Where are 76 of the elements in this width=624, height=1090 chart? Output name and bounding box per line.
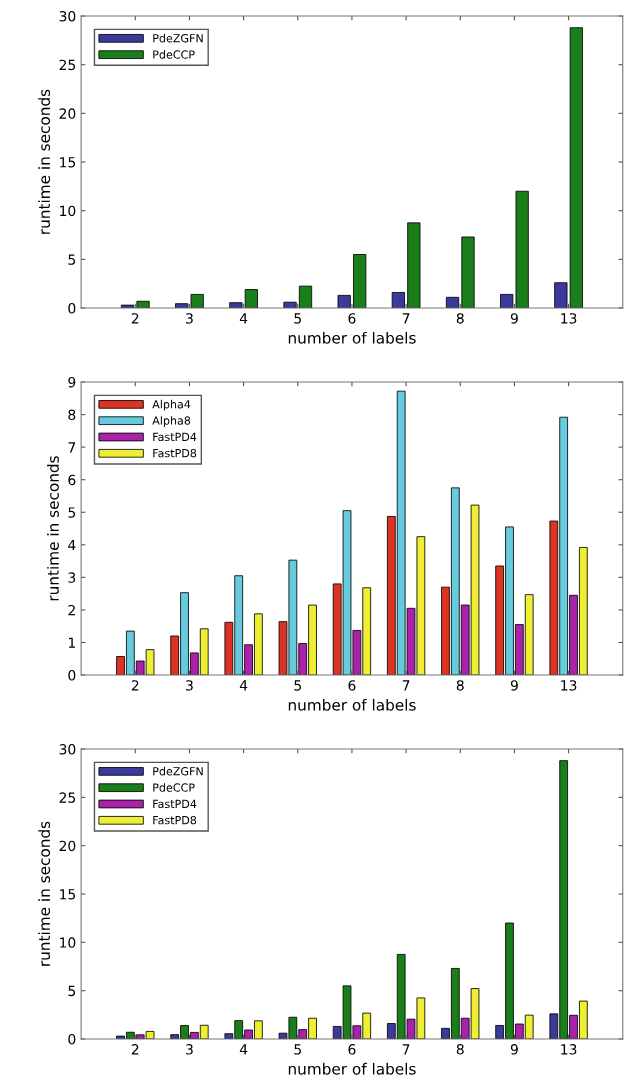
- x-axis-title: number of labels: [288, 1062, 416, 1075]
- x-tick-label: 6: [348, 680, 356, 691]
- y-tick-label: 30: [59, 744, 76, 755]
- bar: [120, 304, 135, 309]
- x-axis-title: number of labels: [288, 698, 416, 711]
- legend-label: PdeCCP: [153, 783, 195, 792]
- y-tick-label: 2: [68, 604, 75, 616]
- x-tick-label: 4: [239, 680, 248, 691]
- y-tick-label: 1: [68, 637, 75, 648]
- x-tick-label: 5: [294, 313, 301, 324]
- x-tick-label: 9: [510, 680, 518, 691]
- x-tick-label: 9: [510, 1044, 518, 1055]
- bar: [353, 254, 367, 309]
- y-tick-label: 30: [59, 10, 76, 22]
- x-tick-label: 8: [456, 313, 464, 324]
- legend-label: PdeZGFN: [153, 33, 203, 43]
- y-tick-label: 0: [68, 303, 76, 314]
- y-tick-label: 5: [68, 985, 76, 997]
- x-tick-label: 13: [561, 680, 577, 691]
- legend-label: FastPD4: [153, 799, 197, 809]
- y-tick-label: 4: [68, 539, 76, 551]
- x-tick-label: 6: [348, 1044, 356, 1055]
- x-tick-label: 7: [402, 680, 410, 691]
- legend-label: Alpha4: [152, 399, 191, 411]
- x-tick-label: 13: [561, 313, 577, 324]
- y-tick-label: 9: [68, 377, 76, 388]
- y-tick-label: 20: [59, 840, 76, 852]
- bar: [407, 222, 421, 309]
- legend-label: FastPD4: [153, 432, 197, 442]
- x-tick-label: 5: [294, 1044, 301, 1055]
- x-tick-label: 7: [402, 313, 410, 324]
- x-tick-label: 8: [456, 680, 464, 691]
- y-tick-label: 3: [68, 572, 76, 583]
- x-tick-label: 4: [239, 313, 248, 324]
- x-tick-label: 3: [186, 680, 193, 691]
- bar: [461, 236, 475, 309]
- y-tick-label: 25: [59, 59, 76, 71]
- x-tick-label: 2: [131, 680, 139, 691]
- bar: [337, 294, 351, 309]
- y-tick-label: 5: [68, 254, 76, 265]
- y-tick-label: 25: [59, 792, 76, 803]
- y-tick-label: 15: [60, 157, 76, 168]
- y-tick-label: 0: [68, 1033, 76, 1045]
- x-tick-label: 2: [131, 1044, 139, 1055]
- legend-label: FastPD8: [153, 815, 197, 825]
- y-axis-title: runtime in seconds: [38, 89, 51, 234]
- bar: [391, 292, 405, 309]
- y-axis-title: runtime in seconds: [47, 456, 59, 601]
- bar: [229, 302, 243, 309]
- legend-label: FastPD8: [153, 448, 197, 458]
- x-tick-label: 6: [348, 313, 356, 324]
- x-tick-label: 9: [510, 313, 518, 324]
- y-axis-title: runtime in seconds: [38, 821, 51, 966]
- x-tick-label: 3: [186, 313, 193, 324]
- y-tick-label: 15: [60, 889, 76, 900]
- y-tick-label: 6: [68, 474, 76, 486]
- y-tick-label: 5: [68, 507, 76, 518]
- y-tick-label: 8: [68, 409, 76, 421]
- x-tick-label: 2: [131, 313, 139, 324]
- x-tick-label: 13: [561, 1044, 577, 1055]
- bar: [244, 289, 258, 309]
- x-tick-label: 4: [239, 1044, 248, 1055]
- x-tick-label: 5: [294, 680, 301, 691]
- y-tick-label: 7: [68, 442, 76, 453]
- legend-label: PdeZGFN: [153, 766, 203, 776]
- bar: [298, 285, 313, 309]
- y-tick-label: 20: [59, 108, 76, 119]
- legend-label: PdeCCP: [153, 50, 195, 59]
- x-tick-label: 8: [456, 1044, 464, 1055]
- x-tick-label: 3: [186, 1044, 193, 1055]
- x-tick-label: 7: [402, 1044, 410, 1055]
- y-tick-label: 10: [60, 205, 76, 217]
- y-tick-label: 0: [68, 670, 76, 681]
- legend-label: Alpha8: [152, 416, 191, 427]
- y-tick-label: 10: [60, 937, 76, 948]
- x-axis-title: number of labels: [288, 331, 416, 344]
